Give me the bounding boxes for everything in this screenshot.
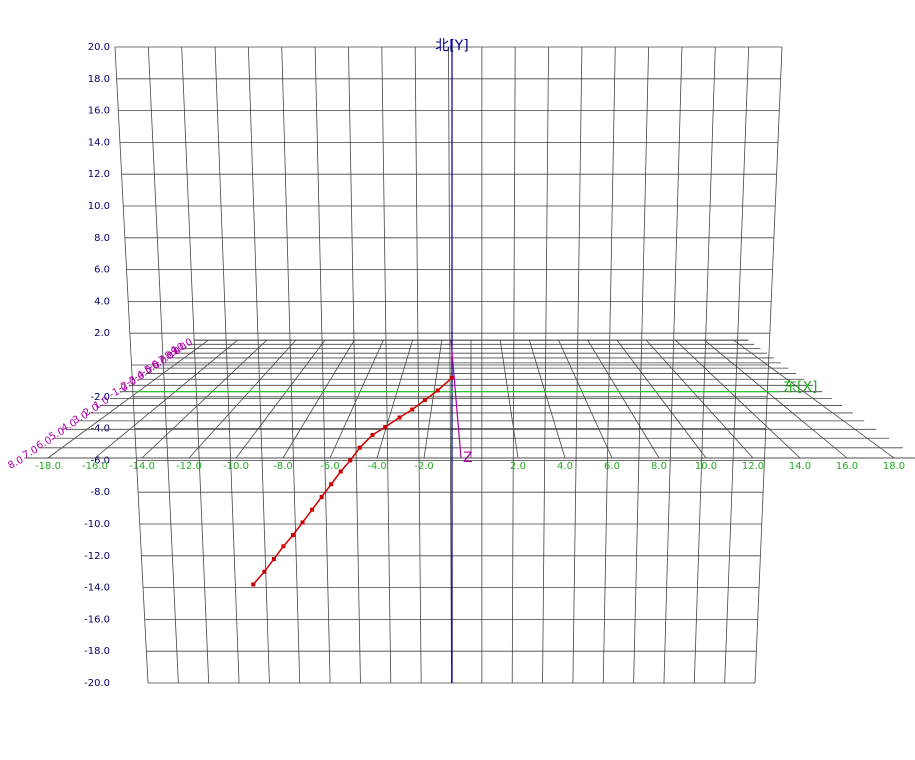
trajectory-point [348,458,353,463]
trajectory-point [370,432,375,437]
y-tick-label: 16.0 [88,106,110,117]
trajectory-point [422,397,427,402]
trajectory-point [357,445,362,450]
y-tick-label: -2.0 [90,392,110,403]
back-grid-v [693,46,716,684]
y-tick-label: -16.0 [84,614,110,625]
y-tick-label: 18.0 [88,74,110,85]
x-tick-label: 12.0 [742,461,764,472]
back-grid-v [572,46,583,684]
x-tick-label: -16.0 [82,461,108,472]
x-tick-label: -6.0 [320,461,340,472]
x-tick-label: 18.0 [883,461,905,472]
trajectory-point [271,556,276,561]
z-tick-label: 8.0 [6,455,25,472]
trajectory-point [281,544,286,549]
y-tick-label: 6.0 [94,265,110,276]
x-tick-label: -12.0 [176,461,202,472]
y-tick-label: -14.0 [84,583,110,594]
y-tick-label: 12.0 [88,169,110,180]
x-tick-label: -4.0 [367,461,387,472]
trajectory-point [251,582,256,587]
x-tick-label: -8.0 [273,461,293,472]
trajectory-point [310,507,315,512]
trajectory-point [397,415,402,420]
trajectory-point [435,388,440,393]
y-tick-label: -12.0 [84,551,110,562]
y-tick-label: -18.0 [84,646,110,657]
back-grid-v [448,46,452,684]
y-tick-label: 2.0 [94,328,110,339]
y-tick-label: -20.0 [84,678,110,689]
y-tick-label: -6.0 [90,455,110,466]
trajectory-point [383,425,388,430]
y-tick-label: 4.0 [94,296,110,307]
trajectory-point [262,569,267,574]
y-tick-label: 14.0 [88,137,110,148]
y-tick-label: 20.0 [88,42,110,53]
trajectory-point [291,533,295,538]
x-tick-label: -14.0 [129,461,155,472]
x-tick-label: 4.0 [557,461,573,472]
y-tick-label: 10.0 [88,201,110,212]
back-grid-v [633,46,649,684]
trajectory-point [450,375,454,380]
x-tick-label: 14.0 [789,461,811,472]
back-grid-v [724,46,750,684]
y-axis-label: 北[Y] [435,38,468,54]
x-tick-label: -18.0 [35,461,61,472]
x-tick-label: -10.0 [223,461,249,472]
x-tick-label: 16.0 [836,461,858,472]
trajectory-point [300,520,305,525]
x-tick-label: 6.0 [604,461,620,472]
back-grid-v [511,46,516,684]
trajectory-point [338,469,343,474]
z-axis [450,340,462,459]
trajectory-point [410,407,415,412]
trajectory-point [319,494,324,499]
x-tick-label: -2.0 [414,461,434,472]
y-tick-label: -10.0 [84,519,110,530]
x-tick-label: 2.0 [510,461,526,472]
back-grid-v [663,46,683,684]
back-grid-v [754,46,783,684]
x-tick-label: 8.0 [651,461,667,472]
y-tick-label: 8.0 [94,233,110,244]
back-grid-v [602,46,616,684]
y-tick-label: -8.0 [90,487,110,498]
trajectory-point [329,482,334,487]
back-grid-v [542,46,549,684]
x-tick-label: 10.0 [695,461,717,472]
z-axis-label: Z [463,450,473,466]
x-axis-label: 东[X] [783,380,818,396]
